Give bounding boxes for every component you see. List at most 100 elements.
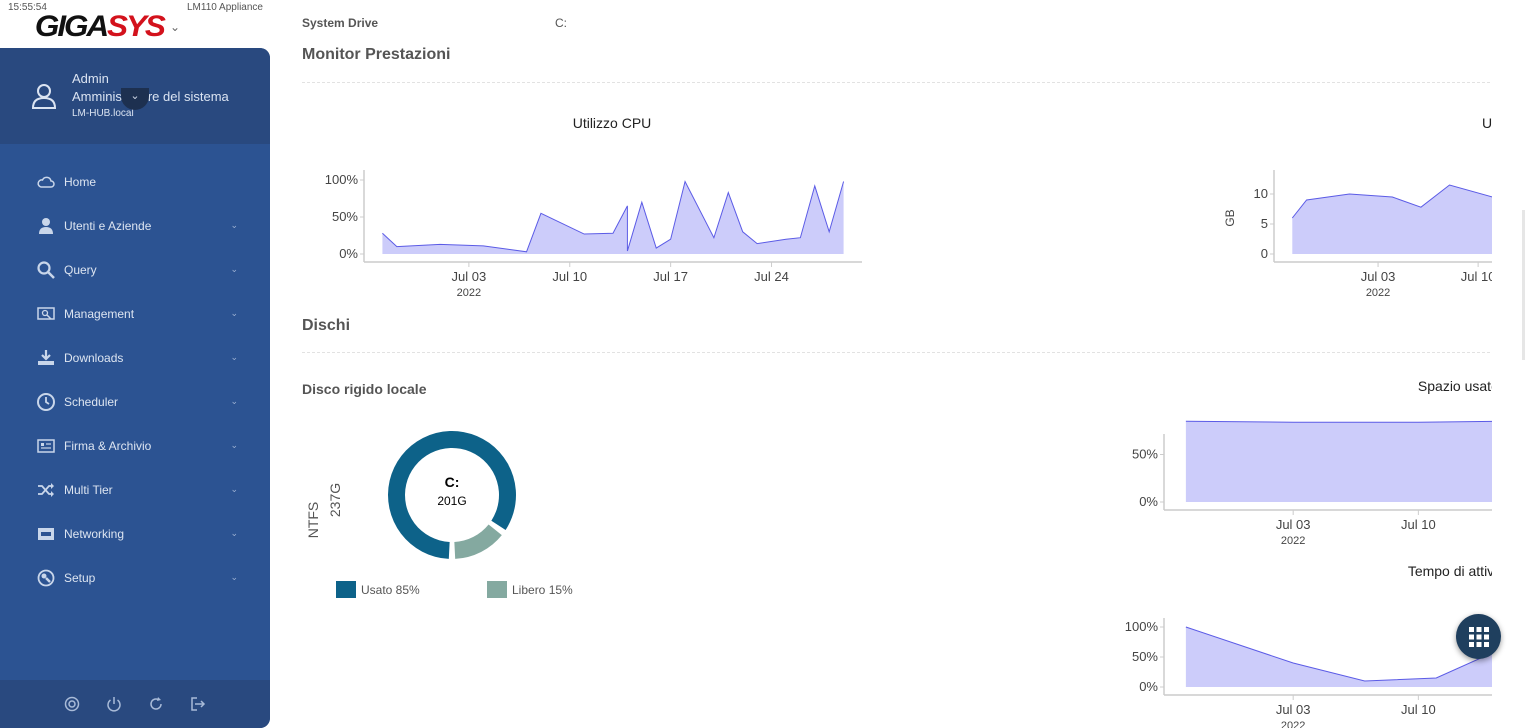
chevron-down-icon: ⌄ <box>230 572 238 582</box>
legend-free: Libero 15% <box>487 581 573 598</box>
power-icon[interactable] <box>106 696 122 712</box>
sidebar-item-firma-archivio[interactable]: Firma & Archivio ⌄ <box>0 424 270 468</box>
sidebar-item-label: Networking <box>64 527 125 541</box>
y-tick-label: 0 <box>1261 246 1268 261</box>
x-tick-label: Jul 10 <box>1461 269 1492 284</box>
legend-free-label: Libero 15% <box>512 582 573 597</box>
scrollbar[interactable] <box>1522 210 1525 360</box>
clock: 15:55:54 <box>8 2 47 13</box>
sidebar-item-query[interactable]: Query ⌄ <box>0 248 270 292</box>
y-tick-label: 50% <box>1132 649 1158 664</box>
y-tick-label: 0% <box>339 246 358 261</box>
sidebar-item-label: Utenti e Aziende <box>64 219 152 233</box>
divider <box>302 82 1490 83</box>
y-tick-label: 0% <box>1139 679 1158 694</box>
x-tick-label: Jul 10 <box>552 269 587 284</box>
management-icon <box>36 304 56 324</box>
series-area <box>1185 421 1492 502</box>
legend-used-swatch <box>336 581 356 598</box>
sidebar-item-label: Downloads <box>64 351 124 365</box>
fs-label: NTFS <box>305 502 321 539</box>
sidebar-item-label: Firma & Archivio <box>64 439 152 453</box>
sidebar-item-scheduler[interactable]: Scheduler ⌄ <box>0 380 270 424</box>
chart-title: Tempo di attività (C:) <box>1408 563 1492 579</box>
sidebar-item-label: Multi Tier <box>64 483 113 497</box>
sidebar: ⌄ Admin Amministratore del sistema LM-HU… <box>0 48 270 728</box>
chevron-down-icon: ⌄ <box>230 396 238 406</box>
x-tick-label: Jul 03 <box>1361 269 1396 284</box>
x-tick-label: Jul 03 <box>1276 702 1311 717</box>
total-label: 237G <box>327 483 343 517</box>
help-icon[interactable] <box>64 696 80 712</box>
setup-icon <box>36 568 56 588</box>
y-axis-label: GB <box>1223 209 1237 226</box>
appliance-label: LM110 Appliance <box>187 2 263 13</box>
disk-donut-chart: NTFS 237G C: 201G <box>305 431 516 559</box>
y-tick-label: 100% <box>325 172 359 187</box>
cloud-icon <box>36 172 56 192</box>
year-label: 2022 <box>1366 287 1390 299</box>
sidebar-footer <box>0 680 270 728</box>
year-label: 2022 <box>457 287 481 299</box>
legend-used: Usato 85% <box>336 581 420 598</box>
sidebar-item-label: Home <box>64 175 97 189</box>
user-name: Admin <box>72 71 109 86</box>
sidebar-item-setup[interactable]: Setup ⌄ <box>0 556 270 600</box>
logout-icon[interactable] <box>190 696 206 712</box>
chevron-down-icon: ⌄ <box>230 220 238 230</box>
legend-used-label: Usato 85% <box>361 582 420 597</box>
sidebar-item-home[interactable]: Home <box>0 160 270 204</box>
sidebar-item-utenti-e-aziende[interactable]: Utenti e Aziende ⌄ <box>0 204 270 248</box>
series-line <box>1185 420 1492 423</box>
archive-icon <box>36 436 56 456</box>
sidebar-item-label: Scheduler <box>64 395 119 409</box>
y-tick-label: 0% <box>1139 494 1158 509</box>
chevron-down-icon: ⌄ <box>230 352 238 362</box>
cpu-chart: Utilizzo CPU 100% 50% 0% Jul 03 Jul 10 Jul 17 J… <box>325 115 862 299</box>
series-line <box>1185 626 1492 682</box>
apps-grid-button[interactable] <box>1456 614 1501 659</box>
sidebar-item-downloads[interactable]: Downloads ⌄ <box>0 336 270 380</box>
y-tick-label: 100% <box>1125 619 1159 634</box>
x-tick-label: Jul 24 <box>754 269 789 284</box>
legend-free-swatch <box>487 581 507 598</box>
sidebar-item-networking[interactable]: Networking ⌄ <box>0 512 270 556</box>
disks-title: Dischi <box>302 317 351 334</box>
chevron-down-icon: ⌄ <box>230 528 238 538</box>
x-tick-label: Jul 03 <box>452 269 487 284</box>
chevron-down-icon[interactable]: ⌄ <box>170 20 181 34</box>
logo[interactable]: GIGASYS <box>34 10 166 43</box>
y-tick-label: 5 <box>1261 216 1268 231</box>
chart-title: Utilizzo CPU <box>573 115 652 131</box>
clock-icon <box>36 392 56 412</box>
year-label: 2022 <box>1281 720 1305 728</box>
collapse-toggle[interactable]: ⌄ <box>121 88 149 110</box>
user-icon <box>36 216 56 236</box>
divider <box>302 352 1490 353</box>
chevron-down-icon: ⌄ <box>230 484 238 494</box>
sidebar-item-label: Management <box>64 307 135 321</box>
series-area <box>1185 627 1492 687</box>
system-drive-label: System Drive <box>302 16 379 30</box>
sidebar-item-label: Setup <box>64 571 96 585</box>
network-icon <box>36 524 56 544</box>
sidebar-item-management[interactable]: Management ⌄ <box>0 292 270 336</box>
refresh-icon[interactable] <box>148 696 164 712</box>
sidebar-item-label: Query <box>64 263 97 277</box>
performance-title: Monitor Prestazioni <box>302 46 451 63</box>
drive-label: C: <box>445 474 460 490</box>
local-disk-title: Disco rigido locale <box>302 381 427 397</box>
sidebar-item-multi-tier[interactable]: Multi Tier ⌄ <box>0 468 270 512</box>
search-icon <box>36 260 56 280</box>
series-line <box>1291 184 1492 219</box>
system-drive-value: C: <box>555 16 567 30</box>
chevron-down-icon: ⌄ <box>230 308 238 318</box>
y-tick-label: 50% <box>1132 447 1158 462</box>
x-tick-label: Jul 10 <box>1401 517 1436 532</box>
year-label: 2022 <box>1281 535 1305 544</box>
disk-activity-chart: Tempo di attività (C:) 100% 50% 0% Jul 03 Jul… <box>1125 563 1492 728</box>
sidebar-nav: Home Utenti e Aziende ⌄ Query ⌄ Management ⌄ Do… <box>0 160 270 600</box>
series-area <box>382 181 844 254</box>
